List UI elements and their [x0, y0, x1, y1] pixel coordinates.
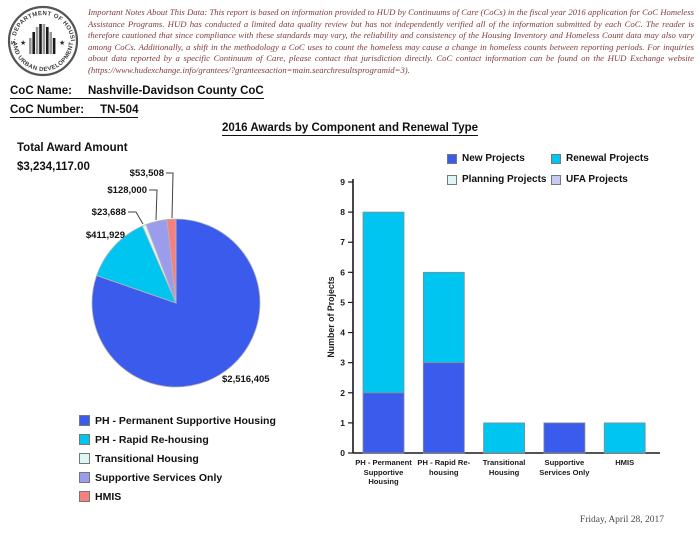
y-tick-label: 1 — [340, 418, 345, 428]
important-notes-text: Important Notes About This Data: This re… — [88, 7, 694, 75]
pie-chart: $2,516,405 $411,929 $23,688 $128,000 $53,508 — [86, 168, 270, 388]
bar-segment — [543, 422, 586, 454]
bar-chart-y-axis-title: Number of Projects — [326, 276, 336, 358]
pie-label-leader-line — [128, 211, 144, 225]
pie-legend-item: Supportive Services Only — [79, 468, 276, 487]
bar-legend-item: New Projects — [447, 149, 551, 168]
y-tick-label: 9 — [340, 177, 345, 187]
x-category-label: Transitional Housing — [482, 458, 526, 477]
x-category-label: Supportive Services Only — [539, 458, 590, 477]
legend-swatch-icon — [79, 453, 90, 464]
bar-segment — [362, 211, 405, 394]
x-category-label: HMIS — [615, 458, 635, 467]
pie-label-leader-line — [149, 189, 158, 221]
bar-legend-label: New Projects — [462, 153, 525, 164]
pie-legend-item: Transitional Housing — [79, 449, 276, 468]
y-tick-label: 8 — [340, 207, 345, 217]
pie-value-label: $23,688 — [92, 207, 126, 218]
pie-value-label: $411,929 — [86, 230, 125, 241]
bar-chart: 0 1 2 3 4 5 6 7 8 9 — [340, 177, 660, 456]
bar-legend-label: Renewal Projects — [566, 153, 649, 164]
legend-swatch-icon — [79, 415, 90, 426]
y-tick-label: 4 — [340, 328, 345, 338]
legend-swatch-icon — [447, 174, 457, 185]
y-tick-label: 2 — [340, 388, 345, 398]
hud-seal-logo: U.S. DEPARTMENT OF HOUSING AND URBAN DEV… — [6, 4, 79, 77]
bar-segment — [603, 422, 646, 454]
pie-value-label: $53,508 — [130, 168, 164, 179]
bar-segment — [422, 271, 465, 364]
legend-swatch-icon — [551, 153, 561, 164]
logo-star-right: ★ — [59, 39, 65, 47]
report-date: Friday, April 28, 2017 — [579, 515, 664, 525]
pie-legend-label: PH - Permanent Supportive Housing — [95, 414, 276, 427]
coc-number-line: CoC Number: TN-504 — [10, 104, 139, 118]
coc-number-value: TN-504 — [100, 104, 139, 116]
pie-value-label: $128,000 — [107, 185, 147, 196]
bar-segment — [362, 392, 405, 454]
coc-name-label: CoC Name: — [10, 85, 72, 97]
y-tick-label: 0 — [340, 448, 345, 456]
bar-legend-label: UFA Projects — [566, 174, 628, 185]
bar-segment — [422, 362, 465, 454]
bar-segment — [483, 422, 526, 454]
coc-number-label: CoC Number: — [10, 104, 85, 116]
pie-slice-5 — [166, 218, 177, 304]
pie-legend-label: PH - Rapid Re-housing — [95, 433, 209, 446]
pie-legend-label: HMIS — [95, 490, 122, 503]
bar-legend-item: Renewal Projects — [551, 149, 649, 168]
legend-swatch-icon — [79, 491, 90, 502]
legend-swatch-icon — [551, 174, 561, 185]
logo-star-left: ★ — [20, 39, 26, 47]
bar-legend: New Projects Renewal Projects Planning Pro… — [447, 149, 649, 191]
legend-swatch-icon — [447, 153, 457, 164]
coc-name-value: Nashville-Davidson County CoC — [87, 85, 264, 97]
logo-buildings-icon — [29, 24, 56, 54]
bar-legend-item: Planning Projects — [447, 170, 551, 189]
pie-legend-item: PH - Permanent Supportive Housing — [79, 411, 276, 430]
report-title: 2016 Awards by Component and Renewal Typ… — [221, 122, 479, 136]
y-tick-label: 3 — [340, 358, 345, 368]
y-tick-label: 6 — [340, 267, 345, 277]
coc-name-line: CoC Name: Nashville-Davidson County CoC — [10, 85, 264, 99]
pie-legend-item: PH - Rapid Re-housing — [79, 430, 276, 449]
pie-legend-item: HMIS — [79, 487, 276, 506]
y-tick-label: 7 — [340, 237, 345, 247]
y-tick-label: 5 — [340, 297, 345, 307]
x-category-label: PH - Permanent Supportive Housing — [355, 458, 412, 486]
pie-legend-label: Transitional Housing — [95, 452, 199, 465]
legend-swatch-icon — [79, 434, 90, 445]
bar-legend-label: Planning Projects — [462, 174, 547, 185]
total-award-label: Total Award Amount — [17, 142, 128, 154]
legend-swatch-icon — [79, 472, 90, 483]
pie-legend: PH - Permanent Supportive Housing PH - Ra… — [79, 411, 276, 506]
pie-legend-label: Supportive Services Only — [95, 471, 223, 484]
pie-label-leader-line — [166, 172, 174, 219]
total-award-value: $3,234,117.00 — [17, 161, 90, 173]
bar-legend-item: UFA Projects — [551, 170, 649, 189]
pie-value-label: $2,516,405 — [222, 374, 270, 385]
x-category-label: PH - Rapid Re-housing — [417, 458, 471, 477]
pie-slice-2 — [96, 225, 177, 304]
